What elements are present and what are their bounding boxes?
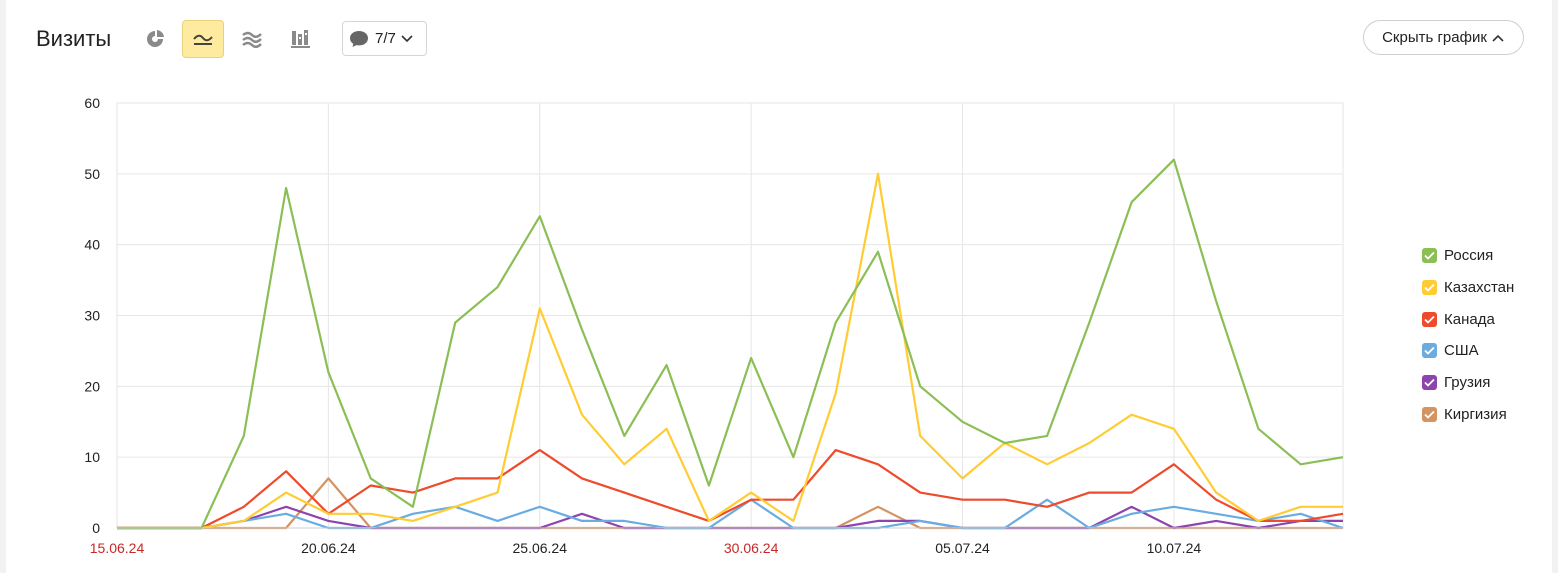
legend-checkbox[interactable]	[1422, 343, 1437, 359]
check-icon	[1424, 410, 1435, 419]
x-tick-label: 15.06.24	[90, 540, 145, 556]
x-tick-label: 25.06.24	[513, 540, 568, 556]
y-tick-label: 40	[84, 237, 100, 253]
column-chart-icon	[291, 30, 310, 48]
hide-chart-label: Скрыть график	[1382, 29, 1487, 46]
legend-label: Грузия	[1444, 374, 1491, 392]
hide-chart-button[interactable]: Скрыть график	[1363, 20, 1524, 55]
stacked-area-icon	[242, 31, 262, 48]
x-tick-label: 20.06.24	[301, 540, 356, 556]
legend-checkbox[interactable]	[1422, 406, 1437, 422]
x-tick-label: 05.07.24	[935, 540, 990, 556]
series-line-США	[117, 498, 1344, 530]
legend-item[interactable]: Казахстан	[1422, 272, 1514, 304]
legend-checkbox[interactable]	[1422, 248, 1437, 264]
legend-checkbox[interactable]	[1422, 375, 1437, 391]
line-chart-button[interactable]	[182, 20, 224, 58]
legend-item[interactable]: США	[1422, 335, 1514, 367]
y-tick-label: 10	[84, 449, 100, 465]
series-line-Россия	[117, 158, 1344, 530]
line-chart: 0 10 20 30 40 50 60 15.06.24 20.06.24 25.06.24 30.…	[84, 95, 1344, 556]
chevron-up-icon	[1492, 34, 1504, 42]
notes-count: 7/7	[375, 30, 396, 47]
check-icon	[1424, 283, 1435, 292]
legend-item[interactable]: Канада	[1422, 303, 1514, 335]
legend-checkbox[interactable]	[1422, 311, 1437, 327]
legend-checkbox[interactable]	[1422, 280, 1437, 296]
comment-icon	[350, 30, 368, 47]
y-tick-label: 50	[84, 166, 100, 182]
x-tick-label: 30.06.24	[724, 540, 779, 556]
y-tick-label: 20	[84, 378, 100, 394]
notes-dropdown[interactable]: 7/7	[342, 21, 427, 56]
y-tick-label: 60	[84, 95, 100, 111]
legend-label: США	[1444, 342, 1479, 360]
pie-chart-icon	[147, 30, 164, 47]
check-icon	[1424, 315, 1435, 324]
x-tick-label: 10.07.24	[1147, 540, 1202, 556]
column-chart-button[interactable]	[280, 20, 322, 58]
chart-toolbar: Визиты	[6, 0, 1552, 80]
chevron-down-icon	[401, 34, 413, 42]
legend-item[interactable]: Россия	[1422, 240, 1514, 272]
check-icon	[1424, 347, 1435, 356]
check-icon	[1424, 378, 1435, 387]
series-line-Казахстан	[117, 172, 1343, 530]
stacked-area-button[interactable]	[231, 20, 273, 58]
line-chart-icon	[193, 34, 213, 45]
legend-label: Канада	[1444, 310, 1495, 328]
legend-item[interactable]: Киргизия	[1422, 398, 1514, 430]
chart-legend: Россия Казахстан Канада США Грузия Киргизия	[1422, 240, 1514, 430]
report-panel: Визиты	[6, 0, 1552, 573]
legend-label: Казахстан	[1444, 279, 1515, 297]
y-tick-label: 0	[92, 520, 100, 536]
legend-label: Россия	[1444, 247, 1494, 265]
pie-chart-button[interactable]	[134, 20, 176, 58]
chart-title: Визиты	[36, 26, 112, 51]
y-tick-label: 30	[84, 308, 100, 324]
check-icon	[1424, 252, 1435, 261]
legend-label: Киргизия	[1444, 405, 1507, 423]
series-line-Канада	[117, 449, 1344, 530]
legend-item[interactable]: Грузия	[1422, 367, 1514, 399]
